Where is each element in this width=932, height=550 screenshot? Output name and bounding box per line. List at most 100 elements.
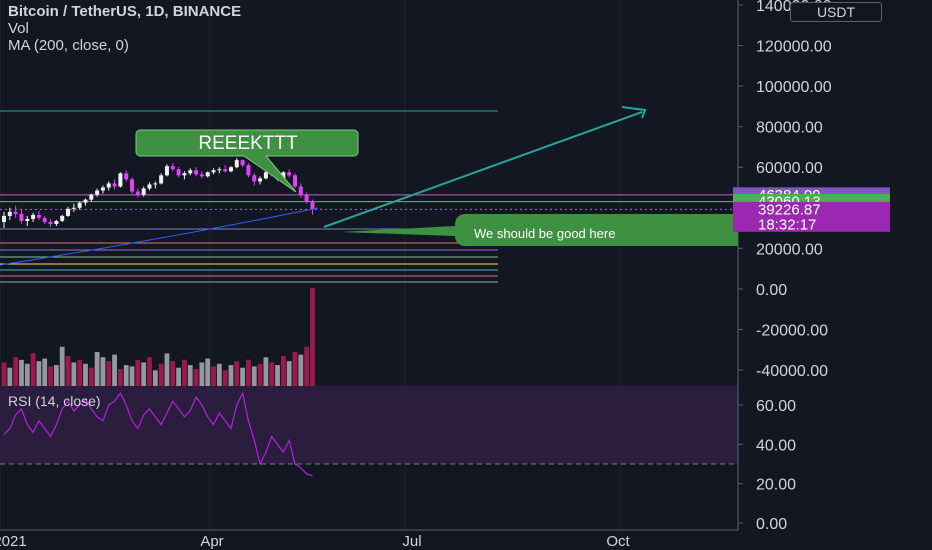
candle-body [60, 215, 65, 221]
candle-body [281, 172, 286, 180]
volume-bar [112, 354, 117, 386]
candle-body [31, 214, 36, 219]
candle-body [310, 201, 315, 210]
volume-bar [263, 357, 269, 386]
rsi-tick-label: 20.00 [756, 477, 796, 494]
volume-bar [152, 370, 158, 386]
volume-bar [298, 354, 304, 386]
candle-body [240, 160, 245, 166]
volume-bar [53, 365, 59, 386]
chart-legend: Bitcoin / TetherUS, 1D, BINANCE Vol MA (… [8, 3, 241, 54]
volume-bar [123, 365, 129, 386]
volume-bar [275, 365, 280, 386]
rsi-indicator-label[interactable]: RSI (14, close) [8, 393, 101, 409]
candle-body [194, 170, 199, 175]
volume-bar [1, 362, 7, 386]
candle-body [293, 175, 297, 187]
candle-body [164, 166, 169, 176]
callout-bubble [135, 129, 359, 193]
volume-bar [118, 369, 123, 386]
volume-bar [286, 361, 292, 386]
volume-bar [182, 359, 187, 386]
drawing-tools[interactable]: REEEKTTT We should be good here [135, 106, 738, 246]
candle-body [205, 172, 210, 177]
horizontal-levels [0, 110, 738, 283]
candle-body [95, 190, 100, 195]
volume-bar [240, 367, 246, 386]
reekt-callout: REEEKTTT [135, 129, 359, 193]
candle-body [54, 220, 59, 224]
candle-body [170, 166, 175, 170]
volume-bar [228, 365, 234, 386]
volume-bar [199, 362, 205, 386]
volume-bar [310, 288, 315, 386]
price-tick-label: 120000.00 [756, 39, 832, 56]
volume-bar [176, 367, 181, 386]
currency-button[interactable]: USDT [790, 2, 882, 22]
candle-body [48, 221, 53, 224]
candle-body [71, 207, 76, 209]
moving-average [0, 207, 319, 266]
candle-body [182, 173, 187, 176]
volume-bar [304, 346, 310, 386]
volume-bar [193, 369, 199, 386]
candle-body [211, 170, 216, 173]
volume-bar [211, 366, 216, 386]
price-tick-label: 20000.00 [756, 241, 823, 258]
candle-body [112, 183, 117, 187]
volume-bars [1, 288, 315, 386]
candle-body [36, 214, 41, 218]
rsi-tick-label: 0.00 [756, 516, 787, 533]
volume-indicator-label[interactable]: Vol [8, 20, 29, 37]
candle-body [7, 211, 12, 216]
candle-body [124, 173, 129, 180]
trend-arrow [323, 111, 643, 228]
candle-body [2, 215, 6, 222]
candle-body [199, 174, 204, 177]
volume-bar [71, 362, 77, 386]
candle-body [106, 183, 111, 188]
volume-bar [42, 358, 48, 386]
candle-body [246, 165, 251, 176]
ma-indicator-label[interactable]: MA (200, close, 0) [8, 37, 129, 54]
time-tick-label: Jul [402, 533, 421, 550]
candle-body [258, 178, 263, 182]
rsi-band-fill [0, 385, 738, 464]
candle-body [217, 169, 222, 171]
price-tick-label: 60000.00 [756, 160, 823, 177]
candle-body [89, 194, 94, 200]
volume-bar [24, 363, 30, 386]
price-tick-label: 0.00 [756, 282, 787, 299]
volume-bar [129, 366, 135, 386]
volume-bar [65, 355, 71, 386]
candle-body [66, 208, 71, 216]
volume-bar [7, 367, 13, 386]
candle-body [77, 202, 82, 208]
price-tick-label: -40000.00 [756, 363, 828, 380]
candle-body [42, 217, 47, 222]
volume-bar [187, 365, 193, 386]
callout-text: REEEKTTT [198, 133, 298, 154]
candle-body [228, 167, 233, 172]
time-tick-label: 2021 [0, 533, 27, 550]
symbol-title[interactable]: Bitcoin / TetherUS, 1D, BINANCE [8, 3, 242, 20]
rsi-tick-label: 40.00 [756, 437, 796, 454]
volume-bar [234, 361, 240, 386]
arrow-head [621, 106, 647, 119]
ma-200-line [0, 207, 319, 266]
candle-body [263, 172, 268, 179]
candle-body [252, 175, 257, 182]
good-here-note: We should be good here [340, 214, 738, 246]
volume-bar [106, 361, 112, 386]
price-tick-label: 100000.00 [756, 79, 832, 96]
volume-bar [292, 352, 298, 386]
candle-body [176, 169, 181, 176]
candle-body [159, 175, 164, 184]
volume-bar [19, 359, 24, 386]
axis-background [738, 0, 932, 550]
volume-bar [269, 362, 275, 386]
price-tag-label: 39226.87 [758, 201, 821, 218]
price-tick-label: -20000.00 [756, 322, 828, 339]
